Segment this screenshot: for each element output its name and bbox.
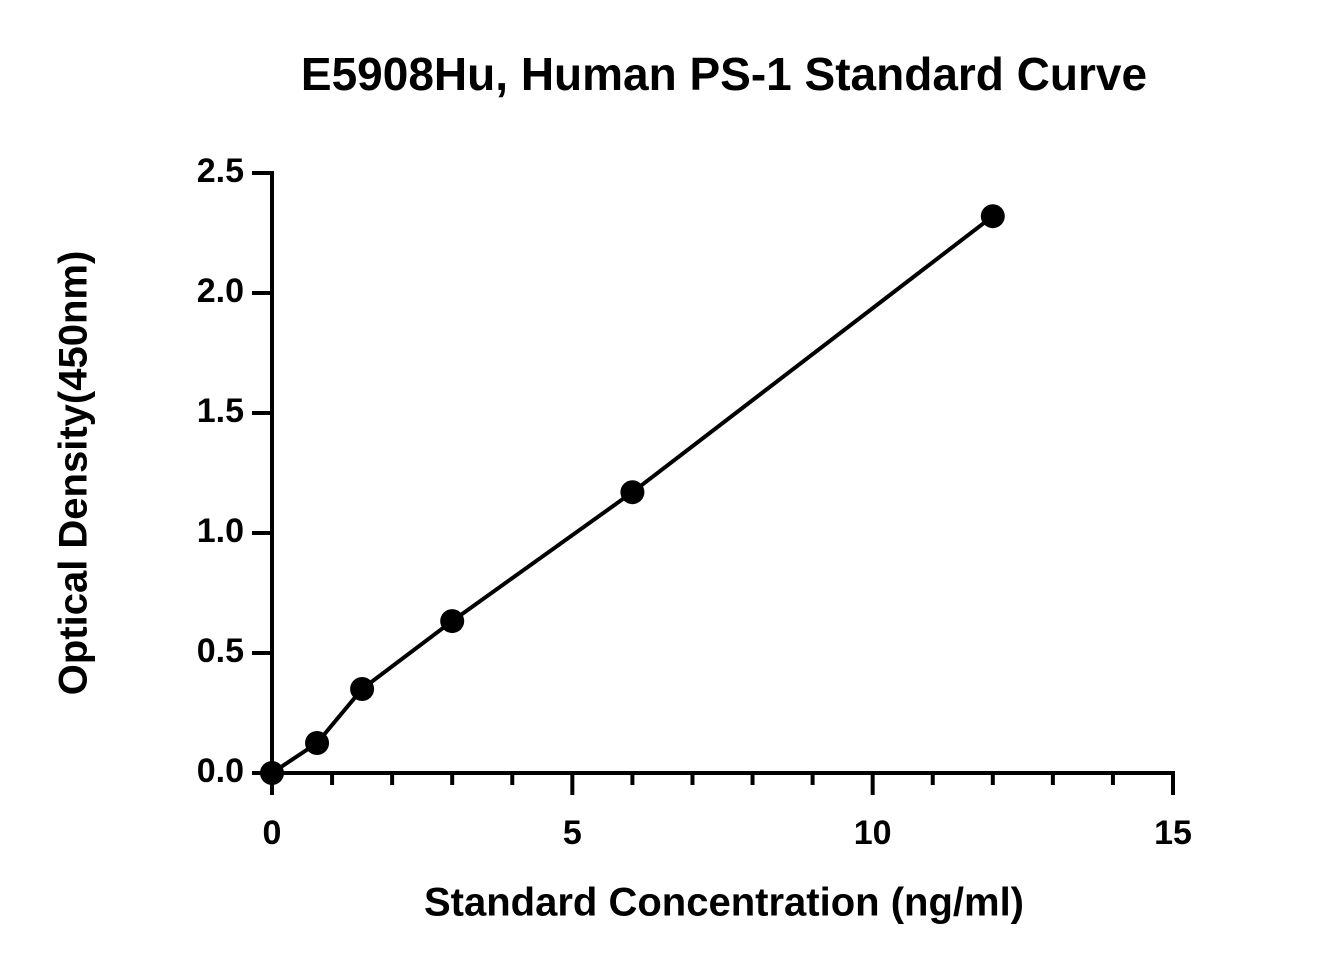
x-tick-label: 15 xyxy=(1154,814,1192,852)
y-tick-label: 2.0 xyxy=(197,272,244,310)
x-tick-label: 5 xyxy=(563,814,582,852)
point xyxy=(350,677,375,701)
y-tick-label: 0.0 xyxy=(197,752,244,790)
y-tick-label: 0.5 xyxy=(197,632,244,670)
x-tick-label: 10 xyxy=(854,814,892,852)
y-tick-label: 1.0 xyxy=(197,512,244,550)
x-axis-label: Standard Concentration (ng/ml) xyxy=(424,881,1024,925)
y-tick-label: 1.5 xyxy=(197,392,244,430)
point xyxy=(980,204,1005,229)
y-tick-label: 2.5 xyxy=(197,152,244,190)
point xyxy=(305,731,330,755)
x-tick-label: 0 xyxy=(263,814,282,852)
y-axis-label: Optical Density(450nm) xyxy=(52,251,96,696)
point xyxy=(260,761,284,785)
chart-title: E5908Hu, Human PS-1 Standard Curve xyxy=(301,48,1147,100)
point xyxy=(620,480,645,505)
point xyxy=(440,609,465,634)
